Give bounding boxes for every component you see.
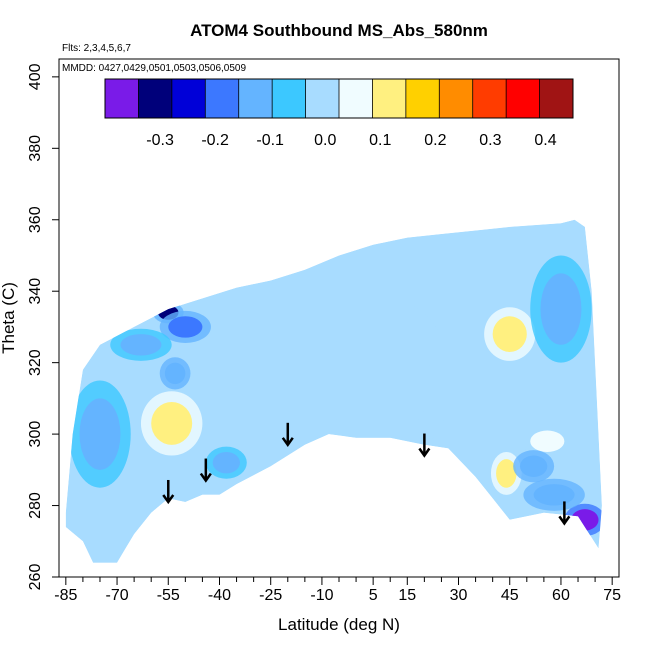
field-blob xyxy=(120,334,162,356)
colorbar-swatch xyxy=(472,79,507,118)
x-tick-label: -55 xyxy=(157,587,180,604)
field-blob xyxy=(164,362,186,385)
x-tick-label: 45 xyxy=(501,587,519,604)
colorbar-swatch xyxy=(439,79,474,118)
colorbar-swatch xyxy=(171,79,206,118)
colorbar-swatch xyxy=(205,79,240,118)
x-tick-label: 15 xyxy=(398,587,416,604)
arrow-markers xyxy=(162,422,571,526)
colorbar-tick-label: 0.0 xyxy=(314,132,336,149)
colorbar-swatch xyxy=(305,79,340,118)
x-tick-label: 5 xyxy=(369,587,378,604)
colorbar-frame xyxy=(104,78,574,119)
x-tick-label: -40 xyxy=(208,587,231,604)
y-tick-label: 300 xyxy=(27,421,44,448)
colorbar-tick-label: -0.3 xyxy=(146,132,174,149)
colorbar-tick-label: 0.4 xyxy=(534,132,556,149)
colorbar-swatch xyxy=(372,79,407,118)
field-blob xyxy=(540,273,582,345)
colorbar-swatch xyxy=(238,79,273,118)
flights-annotation: Flts: 2,3,4,5,6,7 xyxy=(62,43,131,54)
field-blob xyxy=(492,316,527,352)
down-arrow-icon xyxy=(418,433,431,458)
field-blob xyxy=(496,459,517,488)
dates-annotation: MMDD: 0427,0429,0501,0503,0506,0509 xyxy=(62,63,246,74)
x-tick-label: 60 xyxy=(552,587,570,604)
colorbar-tick-label: 0.2 xyxy=(424,132,446,149)
y-tick-label: 320 xyxy=(27,349,44,376)
colorbar-swatch xyxy=(105,79,139,118)
colorbar-swatch xyxy=(272,79,307,118)
colorbar-swatch xyxy=(339,79,373,118)
field-blob xyxy=(533,484,575,506)
colorbar-tick-label: 0.1 xyxy=(369,132,391,149)
x-axis: -85 -70 -55 -40 -25 -10 5 15 30 45 60 75 xyxy=(54,577,621,604)
down-arrow-icon xyxy=(162,479,175,505)
field-blob xyxy=(168,316,203,338)
field-blob xyxy=(79,398,121,470)
y-axis-title: Theta (C) xyxy=(0,282,18,354)
field-blob xyxy=(519,455,548,477)
field-blob xyxy=(151,401,193,445)
x-tick-label: -25 xyxy=(259,587,282,604)
y-tick-label: 380 xyxy=(27,135,44,162)
y-tick-label: 360 xyxy=(27,206,44,233)
field-blob xyxy=(212,451,240,474)
x-tick-label: 75 xyxy=(603,587,621,604)
colorbar-tick-label: 0.3 xyxy=(479,132,501,149)
x-axis-title: Latitude (deg N) xyxy=(278,615,400,634)
y-tick-label: 260 xyxy=(27,564,44,591)
colorbar-swatch xyxy=(405,79,440,118)
x-tick-label: 30 xyxy=(450,587,468,604)
down-arrow-icon xyxy=(558,501,571,526)
y-tick-label: 280 xyxy=(27,492,44,519)
heatmap-field xyxy=(65,219,602,563)
y-tick-label: 340 xyxy=(27,278,44,305)
down-arrow-icon xyxy=(281,422,294,447)
y-tick-label: 400 xyxy=(27,63,44,90)
colorbar: -0.3 -0.2 -0.1 0.0 0.1 0.2 0.3 0.4 xyxy=(104,78,574,149)
field-blob xyxy=(530,430,565,452)
down-arrow-icon xyxy=(199,458,212,483)
colorbar-swatch xyxy=(506,79,541,118)
field-blob xyxy=(349,326,432,435)
colorbar-tick-label: -0.1 xyxy=(256,132,284,149)
x-tick-label: -70 xyxy=(105,587,128,604)
x-tick-label: -85 xyxy=(54,587,77,604)
colorbar-tick-label: -0.2 xyxy=(201,132,229,149)
chart-title: ATOM4 Southbound MS_Abs_580nm xyxy=(190,21,488,40)
colorbar-swatch xyxy=(138,79,173,118)
x-tick-label: -10 xyxy=(310,587,333,604)
y-axis: 260 280 300 320 340 360 380 400 xyxy=(27,63,59,590)
colorbar-swatch xyxy=(539,79,574,118)
